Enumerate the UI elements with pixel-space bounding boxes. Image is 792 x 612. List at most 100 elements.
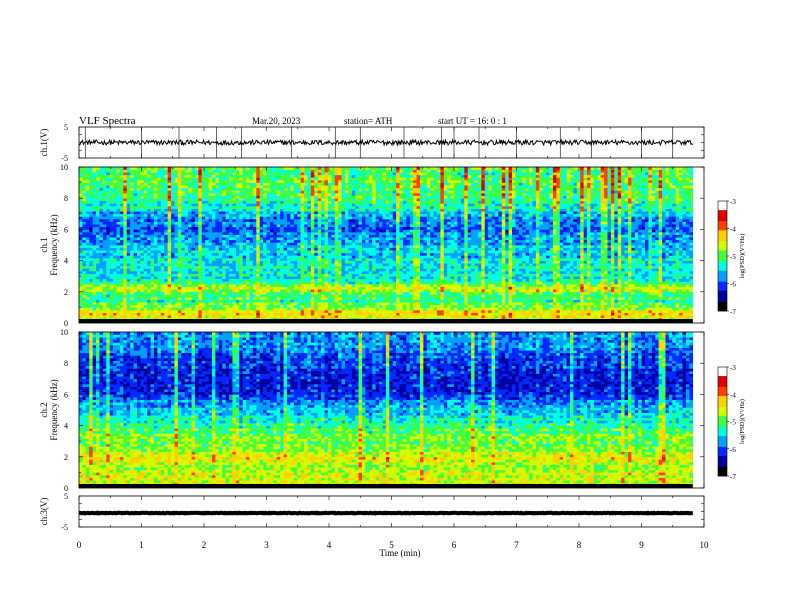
- x-axis-label: Time (min): [380, 548, 421, 558]
- colorbar-swatch: [718, 235, 727, 238]
- colorbar-swatch: [718, 368, 727, 371]
- colorbar-swatch: [718, 430, 727, 433]
- colorbar-swatch: [718, 212, 727, 215]
- colorbar-swatch: [718, 296, 727, 299]
- colorbar-swatch: [718, 468, 727, 471]
- colorbar-swatch: [718, 459, 727, 462]
- ch3-waveform-panel: 5 -5 ch.3(V): [39, 492, 705, 532]
- colorbar-swatch: [718, 421, 727, 424]
- colorbar-swatch: [718, 268, 727, 271]
- colorbar-swatch: [718, 423, 727, 426]
- x-tick-label: 8: [577, 540, 582, 550]
- colorbar-swatch: [718, 252, 727, 255]
- colorbar-swatch: [718, 259, 727, 262]
- ch1-colorbar: -3 -4 -5 -6 -7 log(PSD)(V²/Hz): [717, 198, 746, 316]
- colorbar-swatch: [718, 465, 727, 468]
- colorbar-swatch: [718, 213, 727, 216]
- colorbar-swatch: [718, 436, 727, 439]
- colorbar-swatch: [718, 239, 727, 242]
- colorbar-swatch: [718, 445, 727, 448]
- colorbar-swatch: [718, 232, 727, 235]
- colorbar-tick-label: -3: [730, 364, 736, 372]
- y-axis-label: ch.1Frequency (kHz): [39, 214, 59, 275]
- colorbar-swatch: [718, 283, 727, 286]
- colorbar-swatch: [718, 270, 727, 273]
- colorbar-swatch: [718, 279, 727, 282]
- ch1-spectrogram-panel: 0 2 4 6 8 10 ch.1Frequency (kHz): [39, 163, 705, 328]
- colorbar-swatch: [718, 224, 727, 227]
- colorbar-swatch: [718, 434, 727, 437]
- colorbar-swatch: [718, 257, 727, 260]
- y-tick-label: 2: [64, 453, 68, 462]
- figure-title: VLF Spectra: [79, 115, 136, 127]
- low-frequency-band: [79, 319, 693, 323]
- x-tick-label: 4: [327, 540, 332, 550]
- colorbar-tick-label: -3: [730, 198, 736, 206]
- low-frequency-band: [79, 484, 693, 488]
- colorbar-swatch: [718, 443, 727, 446]
- y-tick-label: 6: [64, 225, 68, 234]
- colorbar-swatch: [718, 292, 727, 295]
- colorbar-swatch: [718, 294, 727, 297]
- colorbar-swatch: [718, 446, 727, 450]
- colorbar-swatch: [718, 210, 727, 213]
- ch2-colorbar: -3 -4 -5 -6 -7 log(PSD)(V²/Hz): [717, 364, 746, 481]
- x-tick-label: 3: [264, 540, 269, 550]
- colorbar-swatch: [718, 278, 727, 281]
- x-tick-label: 6: [452, 540, 457, 550]
- y-tick-label: 10: [60, 328, 68, 337]
- ch2-spectrogram-panel: 0 2 4 6 8 10 ch.2Frequency (kHz): [39, 328, 705, 493]
- colorbar-tick-label: -5: [730, 253, 736, 261]
- y-tick-label: 10: [60, 163, 68, 172]
- colorbar-swatch: [718, 370, 727, 373]
- y-tick-label: 5: [64, 492, 68, 501]
- colorbar-swatch: [718, 383, 727, 386]
- colorbar-swatch: [718, 448, 727, 451]
- colorbar-swatch: [718, 226, 727, 229]
- colorbar-swatch: [718, 241, 727, 244]
- colorbar-swatch: [718, 461, 727, 464]
- colorbar-tick-label: -6: [730, 446, 736, 454]
- colorbar-swatch: [718, 396, 727, 399]
- x-tick-label: 10: [700, 540, 710, 550]
- colorbar-swatch: [718, 206, 727, 209]
- colorbar-swatch: [718, 301, 727, 304]
- y-tick-label: 6: [64, 390, 68, 399]
- y-tick-label: -5: [61, 523, 68, 532]
- colorbar-swatch: [718, 425, 727, 428]
- colorbar-swatch: [718, 303, 727, 306]
- colorbar-swatch: [718, 450, 727, 453]
- colorbar-swatch: [718, 230, 727, 233]
- waveform-trace: [79, 138, 694, 147]
- colorbar-swatch: [718, 414, 727, 417]
- colorbar-swatch: [718, 372, 727, 375]
- ch1-waveform-panel: 5 -5 ch.1(V): [39, 123, 705, 163]
- colorbar-swatch: [718, 234, 727, 237]
- x-tick-label: 9: [639, 540, 644, 550]
- start-time-label: start UT = 16: 0 : 1: [438, 116, 507, 126]
- colorbar-swatch: [718, 289, 727, 292]
- y-tick-label: 0: [64, 319, 68, 328]
- colorbar-swatch: [718, 281, 727, 284]
- colorbar-swatch: [718, 410, 727, 413]
- colorbar-swatch: [718, 250, 727, 253]
- colorbar-swatch: [718, 426, 727, 430]
- colorbar-swatch: [718, 399, 727, 402]
- colorbar-swatch: [718, 223, 727, 226]
- colorbar-swatch: [718, 208, 727, 211]
- x-tick-label: 0: [77, 540, 82, 550]
- colorbar-swatch: [718, 474, 727, 477]
- y-tick-label: 5: [64, 123, 68, 132]
- colorbar-swatch: [718, 401, 727, 404]
- colorbar-swatch: [718, 243, 727, 246]
- x-tick-label: 5: [389, 540, 394, 550]
- colorbar-swatch: [718, 385, 727, 388]
- colorbar-tick-label: -7: [730, 308, 736, 316]
- colorbar-swatch: [718, 397, 727, 400]
- colorbar-swatch: [718, 204, 727, 207]
- colorbar-swatch: [718, 405, 727, 408]
- colorbar-swatch: [718, 287, 727, 290]
- colorbar-swatch: [718, 379, 727, 382]
- colorbar-swatch: [718, 272, 727, 275]
